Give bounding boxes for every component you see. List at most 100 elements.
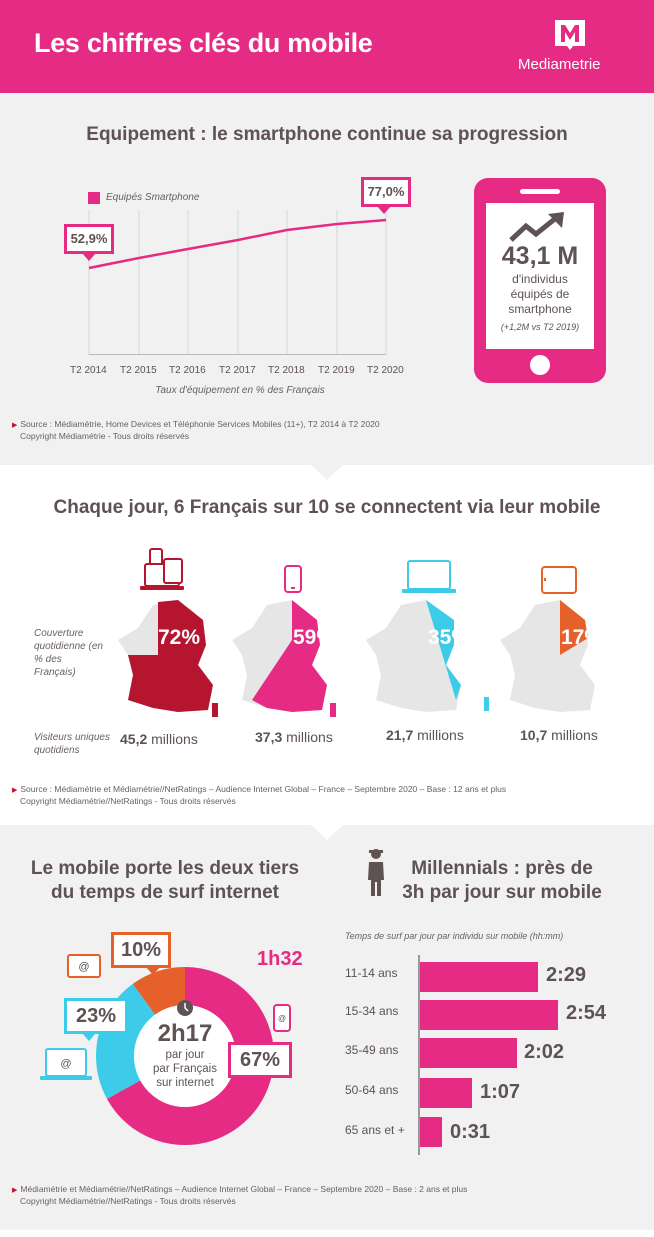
callout-computer-pointer — [82, 1033, 96, 1041]
bars-caption: Temps de surf par jour par individu sur … — [345, 931, 564, 941]
copyright-text: Copyright Médiamétrie//NetRatings - Tous… — [20, 1196, 236, 1206]
phone-line1: d'individus — [512, 272, 568, 286]
coverage-label: Couverture quotidienne (en % des Françai… — [34, 628, 103, 678]
bar-50-64 — [420, 1078, 472, 1108]
bar-value: 2:02 — [524, 1041, 565, 1063]
bar-label: 15-34 ans — [345, 1004, 399, 1018]
bullet-arrow-icon: ▶ — [12, 787, 18, 794]
source-text: Médiamétrie et Médiamétrie//NetRatings –… — [20, 1184, 468, 1194]
bar-15-34 — [420, 1000, 558, 1030]
callout-start-pointer — [82, 253, 96, 261]
smartphone-at-icon: @ — [273, 1004, 291, 1032]
source-note-1: ▶ Source : Médiamétrie, Home Devices et T… — [12, 419, 380, 442]
logo-text: Mediametrie — [518, 56, 601, 73]
bar-label: 35-49 ans — [345, 1043, 399, 1057]
section-notch — [311, 825, 343, 840]
france-map-all-devices — [118, 600, 218, 717]
phone-line2: équipés de — [510, 287, 570, 301]
svg-text:@: @ — [278, 1014, 286, 1023]
bullet-arrow-icon: ▶ — [12, 1187, 18, 1194]
x-tick: T2 2017 — [219, 365, 256, 376]
donut-center-caption: par jour par Français sur internet — [135, 1048, 235, 1090]
svg-text:@: @ — [60, 1058, 71, 1070]
phone-screen — [486, 203, 594, 349]
millions-value: 10,7 — [520, 727, 548, 743]
millennials-title-line2: 3h par jour sur mobile — [402, 882, 602, 903]
millions-unit: millions — [282, 729, 333, 745]
france-map-tablet — [500, 600, 595, 712]
millions-computer: 21,7 millions — [386, 727, 464, 743]
millions-value: 45,2 — [120, 731, 148, 747]
callout-mobile-pct: 67% — [228, 1042, 292, 1078]
center-caption-line1: par jour — [165, 1049, 205, 1061]
bar-value: 2:54 — [566, 1002, 607, 1024]
phone-delta: (+1,2M vs T2 2019) — [500, 322, 580, 332]
tablet-at-icon: @ — [67, 954, 101, 978]
millennials-title: Millennials : près de 3h par jour sur mo… — [392, 857, 612, 905]
phone-speaker — [520, 189, 560, 194]
callout-mobile-pointer — [255, 1077, 269, 1085]
millions-smartphone: 37,3 millions — [255, 729, 333, 745]
millennials-title-line1: Millennials : près de — [411, 858, 593, 879]
millions-value: 37,3 — [255, 729, 283, 745]
visitors-label: Visiteurs uniques quotidiens — [34, 732, 110, 756]
page-title: Les chiffres clés du mobile — [34, 28, 373, 58]
source-note-3: ▶ Médiamétrie et Médiamétrie//NetRatings … — [12, 1184, 467, 1207]
surf-share-title-line1: Le mobile porte les deux tiers — [30, 858, 300, 879]
x-axis-label: Taux d'équipement en % des Français — [155, 385, 325, 396]
callout-end-value: 77,0% — [361, 177, 411, 207]
bar-65-plus — [420, 1117, 442, 1147]
pct-all-devices: 72% — [158, 626, 201, 649]
surf-share-title: Le mobile porte les deux tiers du temps … — [20, 857, 310, 905]
x-tick: T2 2018 — [268, 365, 305, 376]
pct-computer: 35% — [428, 626, 471, 649]
bottom-strip — [0, 1230, 654, 1237]
bar-value: 0:31 — [450, 1121, 491, 1143]
bar-label: 65 ans et + — [345, 1123, 405, 1137]
laptop-icon — [402, 560, 456, 593]
laptop-at-icon: @ — [40, 1048, 92, 1080]
bar-value: 2:29 — [546, 964, 587, 986]
millions-all-devices: 45,2 millions — [120, 731, 198, 747]
multi-device-icon — [140, 548, 184, 590]
france-map-smartphone — [232, 600, 336, 717]
donut-center-time: 2h17 — [157, 1020, 213, 1047]
section-equipment-title: Equipement : le smartphone continue sa p… — [86, 124, 568, 145]
bar-label: 11-14 ans — [345, 966, 398, 980]
x-tick: T2 2015 — [120, 365, 157, 376]
mediametrie-logo-icon — [555, 20, 585, 50]
x-tick: T2 2019 — [318, 365, 355, 376]
source-text: Source : Médiamétrie et Médiamétrie//Net… — [20, 784, 507, 794]
france-map-computer — [366, 600, 489, 712]
tablet-icon — [541, 566, 577, 594]
center-caption-line3: sur internet — [156, 1077, 214, 1089]
millions-unit: millions — [413, 727, 464, 743]
copyright-text: Copyright Médiamétrie//NetRatings - Tous… — [20, 796, 236, 806]
phone-line3: smartphone — [508, 302, 572, 316]
callout-tablet-pct: 10% — [111, 932, 171, 968]
mobile-time: 1h32 — [257, 948, 303, 970]
legend-swatch — [88, 192, 100, 204]
center-caption-line2: par Français — [153, 1063, 217, 1075]
bar-35-49 — [420, 1038, 517, 1068]
bar-value: 1:07 — [480, 1081, 521, 1103]
bullet-arrow-icon: ▶ — [12, 422, 18, 429]
surf-share-title-line2: du temps de surf internet — [50, 882, 280, 903]
x-tick: T2 2016 — [169, 365, 206, 376]
line-chart — [88, 210, 387, 355]
source-text: Source : Médiamétrie, Home Devices et Té… — [20, 419, 380, 429]
svg-text:@: @ — [78, 961, 89, 973]
clock-icon — [177, 1000, 193, 1016]
millions-unit: millions — [547, 727, 598, 743]
millions-unit: millions — [147, 731, 198, 747]
callout-end-pointer — [377, 206, 391, 214]
callout-computer-pct: 23% — [64, 998, 128, 1034]
callout-tablet-pointer — [146, 967, 160, 975]
bar-11-14 — [420, 962, 538, 992]
copyright-text: Copyright Médiamétrie - Tous droits rése… — [20, 431, 189, 441]
pct-tablet: 17% — [561, 626, 604, 649]
person-icon — [368, 849, 384, 896]
x-tick: T2 2014 — [70, 365, 107, 376]
pct-smartphone: 59% — [293, 626, 336, 649]
header-banner — [0, 0, 654, 93]
